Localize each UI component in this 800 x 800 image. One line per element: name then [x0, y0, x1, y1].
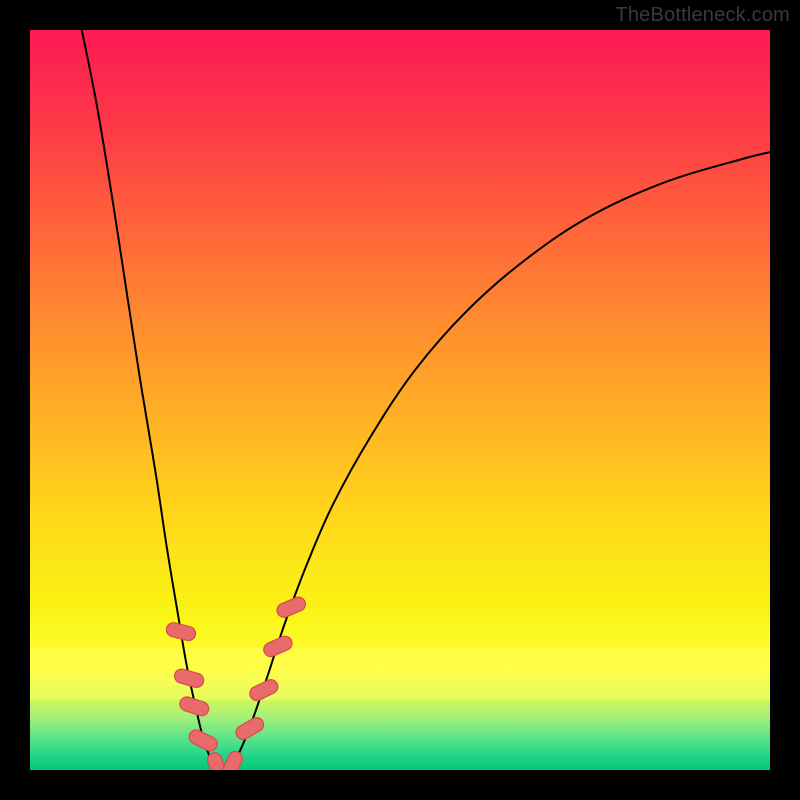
watermark-label: TheBottleneck.com: [615, 4, 790, 27]
chart-svg: [30, 30, 770, 770]
bottleneck-curve-chart: [30, 30, 770, 770]
highlight-band: [30, 648, 770, 700]
